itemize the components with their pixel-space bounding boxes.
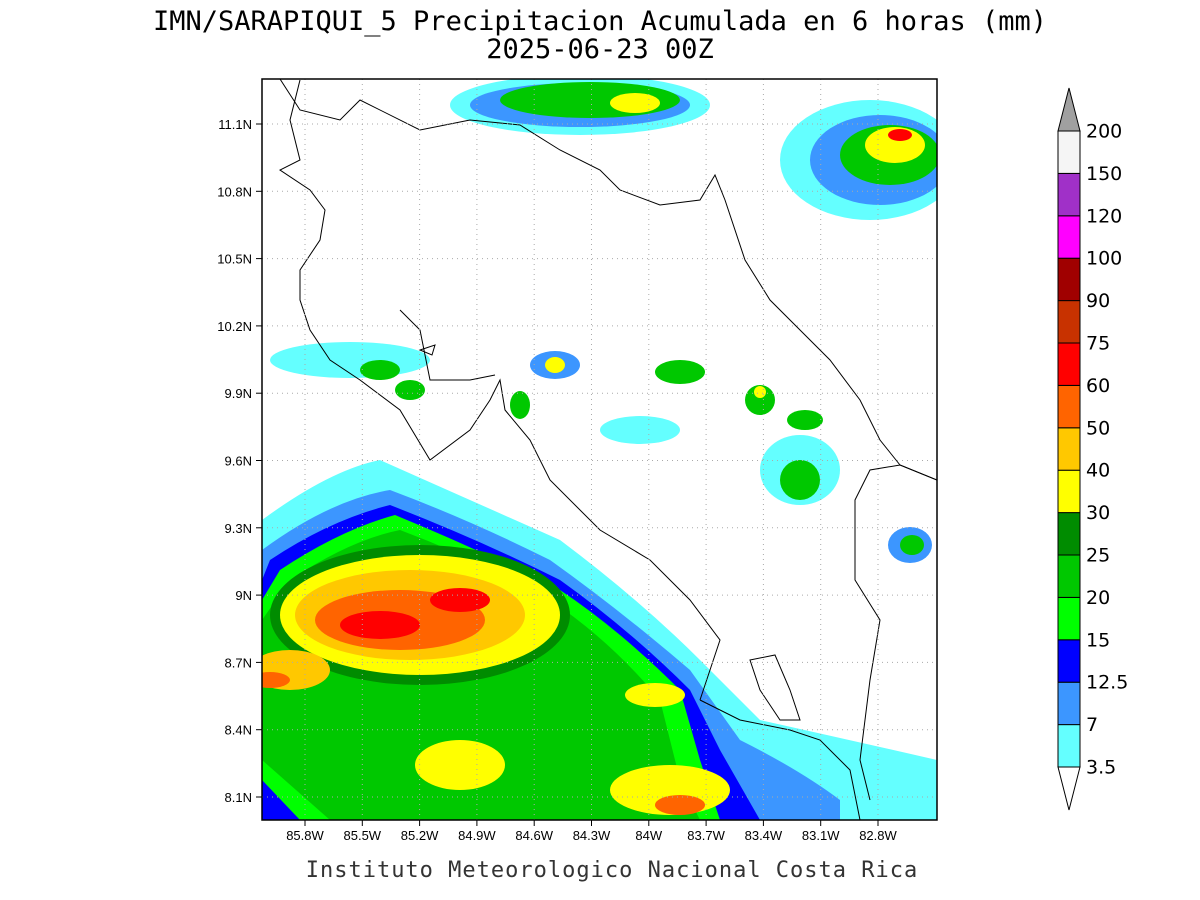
footer: Instituto Meteorologico Nacional Costa R… bbox=[306, 858, 919, 883]
colorbar-label: 90 bbox=[1086, 290, 1110, 312]
colorbar-box bbox=[1057, 469, 1081, 514]
colorbar-box bbox=[1057, 596, 1081, 641]
subtitle: 2025-06-23 00Z bbox=[486, 34, 714, 65]
y-tick-label: 9.9N bbox=[225, 386, 252, 401]
colorbar-under bbox=[1057, 766, 1081, 811]
y-tick-label: 10.2N bbox=[217, 319, 252, 334]
colorbar-box bbox=[1057, 257, 1081, 302]
y-tick-label: 11.1N bbox=[218, 117, 252, 132]
colorbar-box bbox=[1057, 384, 1081, 429]
colorbar-over bbox=[1057, 87, 1081, 132]
x-tick-label: 85.8W bbox=[286, 828, 324, 843]
x-tick-label: 83.1W bbox=[802, 828, 840, 843]
y-tick-label: 9.6N bbox=[225, 454, 252, 469]
x-tick-label: 83.4W bbox=[745, 828, 783, 843]
colorbar-box bbox=[1057, 342, 1081, 386]
x-tick-label: 84.6W bbox=[515, 828, 553, 843]
title: IMN/SARAPIQUI_5 Precipitacion Acumulada … bbox=[153, 6, 1047, 37]
colorbar-label: 25 bbox=[1086, 545, 1110, 567]
x-tick-label: 85.5W bbox=[344, 828, 382, 843]
y-tick-label: 10.8N bbox=[217, 184, 252, 199]
colorbar-box bbox=[1057, 130, 1081, 174]
precip-field bbox=[262, 79, 937, 820]
colorbar-label: 150 bbox=[1086, 163, 1122, 185]
y-tick-label: 8.1N bbox=[225, 790, 252, 805]
y-tick-label: 9N bbox=[235, 588, 252, 603]
y-tick-label: 8.7N bbox=[225, 655, 252, 670]
colorbar-box bbox=[1057, 427, 1081, 471]
colorbar-box bbox=[1057, 639, 1081, 683]
y-tick-label: 10.5N bbox=[217, 252, 252, 267]
colorbar-box bbox=[1057, 215, 1081, 259]
colorbar-label: 30 bbox=[1086, 502, 1110, 524]
coastline bbox=[279, 79, 937, 820]
x-tick-label: 83.7W bbox=[687, 828, 725, 843]
colorbar-label: 15 bbox=[1086, 629, 1110, 651]
colorbar-label: 60 bbox=[1086, 375, 1110, 397]
colorbar-label: 200 bbox=[1086, 121, 1122, 143]
colorbar-box bbox=[1057, 172, 1081, 217]
colorbar-box bbox=[1057, 512, 1081, 556]
y-tick-label: 8.4N bbox=[225, 723, 252, 738]
colorbar-label: 100 bbox=[1086, 248, 1122, 270]
colorbar-box bbox=[1057, 300, 1081, 344]
colorbar-label: 7 bbox=[1086, 714, 1098, 736]
colorbar-label: 12.5 bbox=[1086, 672, 1128, 694]
colorbar-box bbox=[1057, 554, 1081, 598]
x-tick-label: 84.3W bbox=[573, 828, 611, 843]
map-frame bbox=[261, 78, 938, 821]
x-tick-label: 84W bbox=[635, 828, 662, 843]
colorbar-label: 120 bbox=[1086, 205, 1122, 227]
x-tick-label: 85.2W bbox=[401, 828, 439, 843]
colorbar-label: 3.5 bbox=[1086, 757, 1116, 779]
x-tick-label: 84.9W bbox=[458, 828, 496, 843]
colorbar-box bbox=[1057, 724, 1081, 768]
graticule bbox=[262, 79, 937, 820]
x-tick-label: 82.8W bbox=[859, 828, 897, 843]
colorbar-box bbox=[1057, 681, 1081, 726]
colorbar-label: 50 bbox=[1086, 417, 1110, 439]
colorbar-label: 20 bbox=[1086, 587, 1110, 609]
y-tick-label: 9.3N bbox=[225, 521, 252, 536]
colorbar-label: 75 bbox=[1086, 333, 1110, 355]
colorbar-label: 40 bbox=[1086, 460, 1110, 482]
